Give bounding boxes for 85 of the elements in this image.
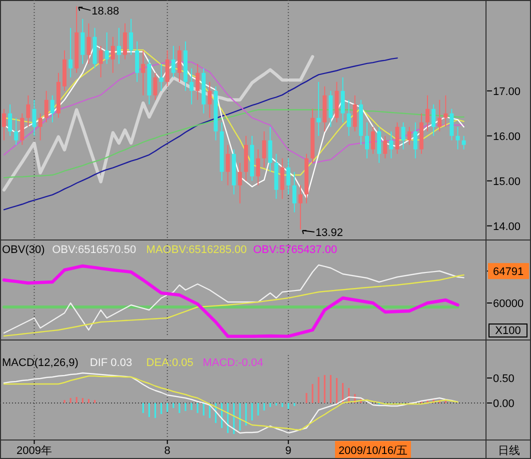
candlestick bbox=[38, 112, 42, 141]
candlestick bbox=[129, 18, 134, 56]
candlestick bbox=[450, 108, 454, 141]
candlestick bbox=[389, 130, 394, 159]
text: 2009/10/16/五 bbox=[338, 445, 408, 457]
text: MAOBV:6516285.00 bbox=[146, 244, 247, 256]
candlestick bbox=[208, 81, 212, 118]
candlestick bbox=[44, 90, 48, 123]
candlestick bbox=[80, 18, 85, 64]
candlestick bbox=[86, 22, 91, 64]
candlestick bbox=[365, 122, 369, 159]
chart-title: OBV(30) bbox=[2, 244, 45, 256]
candlestick bbox=[123, 22, 127, 60]
candlestick bbox=[462, 135, 466, 150]
candlestick bbox=[395, 122, 400, 154]
candlestick bbox=[165, 50, 170, 87]
candlestick bbox=[196, 63, 200, 100]
candlestick bbox=[14, 117, 18, 146]
candlestick bbox=[238, 162, 242, 204]
candlestick bbox=[110, 36, 115, 74]
candlestick bbox=[20, 112, 24, 146]
series-label: DIF 0.03 bbox=[90, 357, 132, 369]
candlestick bbox=[346, 99, 351, 136]
annotation: MACD:-0.04 bbox=[202, 357, 264, 369]
y-tick-label: 0.00 bbox=[493, 398, 514, 410]
candlestick bbox=[262, 130, 266, 168]
y-tick-label: 15.00 bbox=[493, 176, 521, 188]
candlestick bbox=[190, 68, 194, 105]
y-tick-label: 17.00 bbox=[493, 86, 521, 98]
series-label: DEA:0.05 bbox=[146, 357, 194, 369]
candlestick bbox=[316, 81, 321, 136]
chart-title: MACD(12,26,9) bbox=[2, 357, 78, 369]
candlestick bbox=[171, 45, 176, 78]
candlestick bbox=[2, 108, 6, 141]
line-series bbox=[2, 55, 314, 192]
candlestick bbox=[432, 104, 436, 136]
y-tick-label: 60000 bbox=[493, 298, 524, 310]
x-tick-label: 2009年 bbox=[16, 445, 52, 457]
candlestick bbox=[280, 158, 284, 200]
y-tick-label: 14.00 bbox=[493, 220, 521, 233]
candlestick bbox=[135, 40, 140, 82]
candlestick bbox=[226, 144, 230, 186]
candlestick bbox=[256, 148, 260, 186]
text: X100 bbox=[495, 325, 521, 337]
candlestick bbox=[407, 126, 412, 146]
x-tick-label: 9 bbox=[285, 445, 292, 457]
line-series bbox=[3, 57, 398, 210]
candlestick bbox=[68, 27, 73, 78]
candlestick bbox=[444, 94, 448, 128]
candlestick bbox=[340, 76, 345, 123]
candlestick bbox=[50, 94, 54, 123]
y-tick-label: 64791 bbox=[493, 266, 524, 278]
text: 日线 bbox=[498, 444, 520, 457]
candlestick bbox=[153, 72, 158, 100]
candlestick bbox=[159, 63, 164, 92]
candlestick bbox=[413, 122, 418, 159]
candlestick bbox=[456, 126, 460, 150]
candlestick bbox=[328, 90, 333, 128]
y-tick-label: 0.50 bbox=[493, 373, 514, 385]
annotation: 18.88 bbox=[92, 5, 120, 18]
candlestick bbox=[426, 94, 430, 132]
annotation: 13.92 bbox=[315, 227, 343, 239]
candlestick bbox=[177, 45, 182, 82]
candlestick bbox=[383, 135, 388, 159]
text: OBV:6516570.50 bbox=[52, 244, 136, 256]
candlestick bbox=[286, 158, 290, 195]
candlestick bbox=[292, 171, 296, 213]
candlestick bbox=[26, 94, 30, 128]
candlestick bbox=[104, 32, 109, 64]
candlestick bbox=[8, 104, 12, 136]
candlestick bbox=[116, 27, 121, 64]
candlestick bbox=[32, 99, 36, 136]
candlestick bbox=[377, 126, 382, 164]
y-tick-label: 16.00 bbox=[493, 130, 521, 143]
candlestick bbox=[141, 50, 146, 96]
x-tick-label: 8 bbox=[164, 445, 170, 457]
candlestick bbox=[352, 94, 357, 132]
candlestick bbox=[298, 184, 302, 230]
candlestick bbox=[98, 45, 103, 78]
candlestick bbox=[268, 126, 272, 172]
candlestick bbox=[371, 126, 376, 154]
candlestick bbox=[401, 122, 406, 150]
line-series bbox=[3, 274, 464, 337]
text: OBV:5765437.00 bbox=[253, 244, 338, 256]
candlestick bbox=[438, 99, 442, 132]
